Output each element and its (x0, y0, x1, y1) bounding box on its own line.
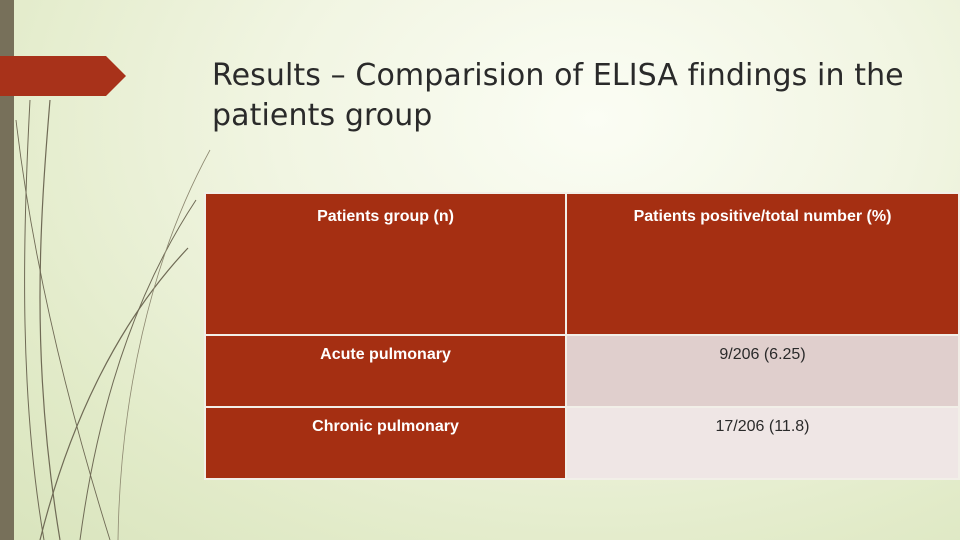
table-row: Chronic pulmonary 17/206 (11.8) (203, 406, 960, 480)
row-value: 17/206 (11.8) (565, 406, 960, 480)
results-table: Patients group (n) Patients positive/tot… (203, 192, 960, 480)
decorative-lines (15, 99, 211, 540)
header-patients-positive: Patients positive/total number (%) (565, 192, 960, 336)
table-row: Acute pulmonary 9/206 (6.25) (203, 334, 960, 408)
row-group-label: Chronic pulmonary (203, 406, 568, 480)
left-decorative-bar (0, 0, 14, 540)
row-group-label: Acute pulmonary (203, 334, 568, 408)
row-value: 9/206 (6.25) (565, 334, 960, 408)
header-patients-group: Patients group (n) (203, 192, 568, 336)
slide-title: Results – Comparision of ELISA findings … (212, 58, 904, 133)
results-table-container: Patients group (n) Patients positive/tot… (203, 192, 960, 480)
table-header-row: Patients group (n) Patients positive/tot… (203, 192, 960, 336)
title-accent-arrow (0, 56, 126, 96)
